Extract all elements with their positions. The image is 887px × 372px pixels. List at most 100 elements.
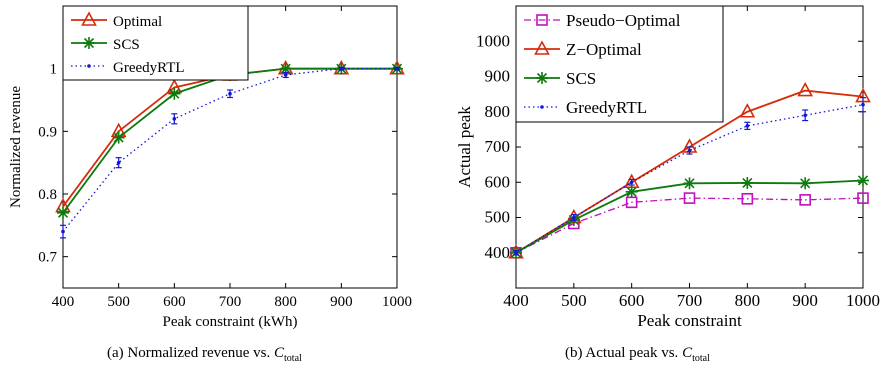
chart-b-point — [625, 185, 638, 198]
chart-a-ytick-label: 0.9 — [38, 124, 57, 140]
chart-b-ytick-label: 600 — [485, 172, 511, 191]
chart-a-xtick-label: 1000 — [382, 294, 412, 310]
chart-a-xtick-label: 600 — [163, 294, 186, 310]
chart-b-point — [739, 103, 756, 118]
chart-a-point-stroke-3 — [57, 207, 69, 218]
chart-b-point — [572, 215, 576, 220]
caption-b: (b) Actual peak vs. Ctotal — [565, 345, 710, 364]
chart-b-legend-box — [515, 5, 724, 123]
chart-b-series-3 — [513, 97, 866, 256]
chart-a-point-stroke-3 — [280, 63, 291, 74]
chart-a-legend-label: SCS — [113, 37, 140, 53]
chart-b-ytick-label: 700 — [485, 137, 511, 156]
chart-b-point — [741, 193, 754, 205]
chart-b-legend-label: Pseudo−Optimal — [566, 11, 681, 30]
chart-a-point — [339, 66, 344, 71]
chart-a-xtick-label: 900 — [330, 294, 353, 310]
chart-b-point — [741, 176, 754, 189]
chart-a: 400 500 600 700 800 900 1000 0.7 0.8 0.9 1 Peak con… — [8, 5, 412, 330]
chart-a-series-1 — [57, 62, 403, 219]
chart-b-legend-marker — [536, 72, 548, 84]
chart-a-series-0 — [55, 59, 405, 213]
chart-a-ytick-label: 0.8 — [38, 187, 57, 203]
caption-b-var: C — [682, 345, 693, 361]
chart-b-xtick-label: 500 — [561, 291, 587, 310]
chart-b-point-stroke-3 — [857, 175, 869, 186]
chart-a-point — [57, 206, 69, 219]
chart-a-legend-marker-stroke-3 — [83, 37, 95, 49]
chart-b-ytick-label: 500 — [485, 208, 511, 227]
chart-b-point — [629, 180, 634, 185]
caption-b-sub: total — [692, 353, 710, 364]
chart-b: 400 500 600 700 800 900 1000 400 500 600 700 800 900… — [455, 5, 880, 330]
chart-b-legend-marker-stroke-3 — [536, 72, 548, 84]
chart-b-point-stroke-3 — [626, 186, 637, 197]
chart-a-legend-label: GreedyRTL — [113, 60, 185, 76]
chart-a-point — [168, 87, 181, 100]
chart-a-xlabel: Peak constraint (kWh) — [163, 314, 298, 330]
chart-a-point — [116, 160, 121, 165]
chart-b-point — [745, 124, 750, 128]
chart-b-point — [687, 148, 692, 153]
chart-b-point-stroke-3 — [742, 177, 753, 189]
chart-a-legend: Optimal SCS GreedyRTL — [62, 5, 249, 81]
chart-a-xtick-label: 700 — [219, 294, 242, 310]
chart-b-legend-marker — [534, 40, 550, 55]
chart-b-point — [799, 177, 812, 190]
chart-b-xtick-label: 700 — [677, 291, 703, 310]
chart-b-point — [514, 250, 518, 255]
chart-b-point-stroke-3 — [800, 178, 811, 189]
chart-a-point — [283, 73, 288, 77]
chart-b-point — [797, 81, 814, 97]
caption-a-var: C — [274, 345, 285, 361]
chart-b-ylabel: Actual peak — [455, 106, 474, 188]
caption-b-text: (b) Actual peak vs. — [565, 345, 683, 361]
caption-a-text: (a) Normalized revenue vs. — [107, 345, 275, 361]
chart-a-xtick-label: 800 — [274, 294, 297, 310]
chart-a-legend-marker — [87, 64, 91, 68]
chart-b-xtick-label: 400 — [503, 291, 529, 310]
chart-a-point — [395, 66, 399, 71]
chart-a-xtick-label: 400 — [52, 294, 75, 310]
chart-a-series-2 — [60, 66, 400, 239]
chart-b-xtick-label: 900 — [792, 291, 818, 310]
chart-a-xtick-label: 500 — [107, 294, 130, 310]
chart-a-point — [228, 91, 232, 96]
chart-b-legend-label: SCS — [566, 69, 596, 88]
figure: 400 500 600 700 800 900 1000 0.7 0.8 0.9 1 Peak con… — [8, 5, 880, 330]
chart-b-point — [861, 102, 865, 107]
chart-b-point-stroke-3 — [684, 178, 695, 189]
chart-b-ytick-label: 900 — [485, 67, 511, 86]
caption-a-sub: total — [284, 353, 302, 364]
chart-b-legend-label: GreedyRTL — [566, 98, 647, 117]
chart-a-point — [279, 62, 292, 75]
chart-b-xtick-label: 600 — [619, 291, 645, 310]
chart-a-point-stroke-3 — [113, 132, 124, 143]
chart-b-legend: Pseudo−Optimal Z−Optimal SCS GreedyRTL — [515, 5, 724, 123]
chart-a-ytick-label: 0.7 — [38, 250, 57, 266]
caption-a: (a) Normalized revenue vs. Ctotal — [107, 345, 302, 364]
chart-b-ytick-label: 1000 — [476, 31, 510, 50]
chart-a-point-stroke-3 — [169, 88, 180, 99]
chart-b-ytick-label: 400 — [485, 243, 511, 262]
chart-b-point — [857, 192, 869, 204]
chart-b-point — [683, 192, 696, 204]
chart-a-legend-label: Optimal — [113, 14, 162, 30]
chart-b-legend-label: Z−Optimal — [566, 40, 642, 59]
chart-b-point — [799, 194, 811, 206]
chart-a-point — [172, 117, 177, 121]
chart-b-legend-marker — [536, 14, 548, 26]
chart-a-ytick-label: 1 — [50, 62, 58, 78]
chart-b-xtick-label: 800 — [735, 291, 761, 310]
chart-b-legend-marker — [540, 105, 544, 109]
chart-b-series-line — [515, 179, 864, 254]
chart-a-legend-marker — [81, 11, 97, 26]
chart-a-point — [61, 229, 65, 234]
chart-a-point — [112, 131, 125, 144]
chart-b-xlabel: Peak constraint — [637, 311, 742, 330]
chart-b-series-2 — [510, 174, 869, 259]
chart-b-ytick-label: 800 — [485, 102, 511, 121]
chart-b-point — [683, 177, 696, 190]
chart-a-legend-marker — [83, 37, 95, 49]
chart-b-point — [803, 113, 807, 118]
